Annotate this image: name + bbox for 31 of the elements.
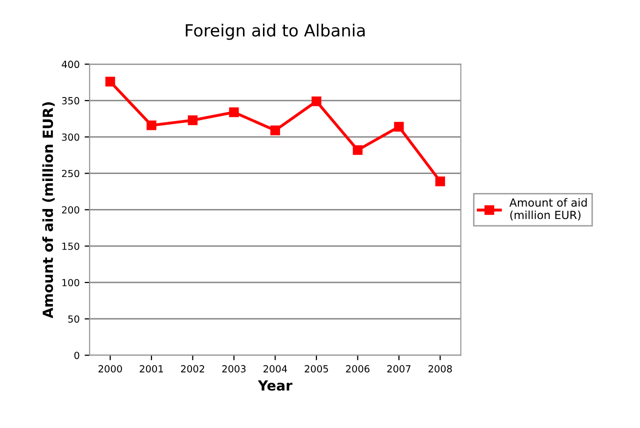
- x-tick-label: 2006: [346, 365, 370, 372]
- y-tick-label: 100: [62, 278, 80, 286]
- y-tick-label: 0: [74, 352, 80, 360]
- point: [352, 145, 363, 155]
- x-tick-label: 2000: [98, 365, 122, 372]
- x-tick-label: 2005: [304, 365, 328, 372]
- y-tick-label: 350: [62, 97, 80, 104]
- point: [188, 115, 198, 126]
- y-tick-label: 400: [62, 60, 80, 68]
- point: [229, 107, 239, 118]
- point: [312, 96, 322, 106]
- x-tick-label: 2002: [181, 365, 204, 372]
- y-axis-title: Amount of aid (million EUR): [42, 102, 55, 318]
- point: [435, 176, 446, 186]
- x-tick-label: 2004: [264, 365, 288, 372]
- chart-title: Foreign aid to Albania: [186, 24, 365, 40]
- legend-label: Amount of aid (million EUR): [509, 198, 587, 220]
- x-axis-title: Year: [258, 380, 292, 391]
- point: [105, 76, 116, 87]
- point: [394, 122, 404, 132]
- y-tick-label: 300: [62, 133, 80, 141]
- y-tick-label: 250: [62, 170, 80, 178]
- point: [146, 120, 156, 130]
- x-tick-label: 2007: [387, 365, 410, 372]
- x-tick-label: 2001: [140, 365, 163, 372]
- x-tick-label: 2008: [428, 365, 452, 372]
- y-tick-label: 150: [62, 242, 80, 250]
- y-tick-label: 200: [62, 206, 80, 214]
- x-tick-label: 2003: [222, 365, 246, 372]
- y-tick-label: 50: [68, 315, 80, 323]
- point: [270, 126, 280, 136]
